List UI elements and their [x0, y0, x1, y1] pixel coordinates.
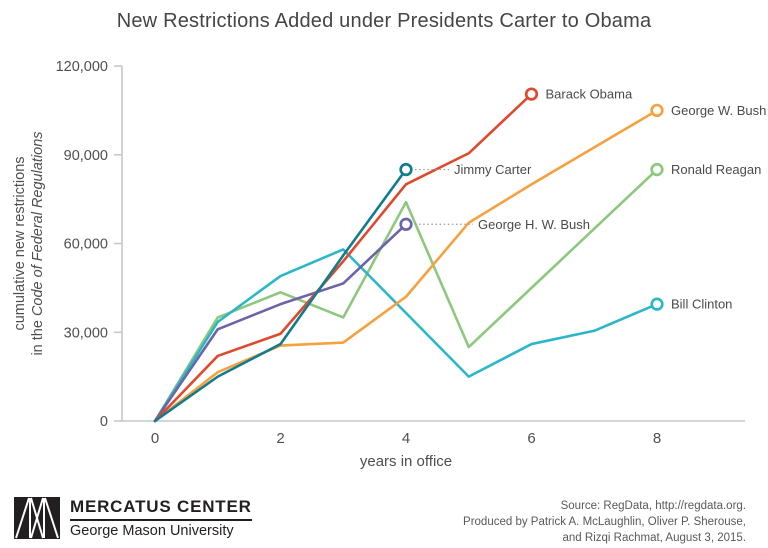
series-line-george-h-w-bush: [153, 222, 408, 423]
y-axis-title-line2: in the Code of Federal Regulations: [30, 131, 46, 355]
series-line-jimmy-carter: [153, 168, 408, 423]
x-tick-label: 4: [402, 430, 410, 447]
x-axis-title: years in office: [360, 453, 452, 470]
series-line-barack-obama: [153, 92, 533, 423]
x-tick-label: 0: [151, 430, 159, 447]
series-endpoint-george-h-w-bush: [399, 217, 413, 231]
x-tick-label: 6: [527, 430, 535, 447]
series-endpoint-ronald-reagan: [650, 162, 664, 177]
series-endpoint-jimmy-carter: [399, 162, 413, 177]
series-label-jimmy-carter: Jimmy Carter: [454, 162, 532, 177]
series-label-bill-clinton: Bill Clinton: [671, 297, 732, 312]
logo-org-name: MERCATUS CENTER: [70, 497, 252, 517]
y-tick-label: 120,000: [56, 59, 108, 75]
series-label-barack-obama: Barack Obama: [546, 87, 633, 102]
mercatus-logo-icon: [14, 497, 60, 539]
series-endpoint-barack-obama: [524, 87, 539, 101]
logo-university-name: George Mason University: [70, 522, 234, 539]
source-line: Source: RegData, http://regdata.org.: [560, 500, 746, 512]
x-tick-label: 2: [276, 430, 284, 447]
source-line: and Rizqi Rachmat, August 3, 2015.: [562, 532, 746, 545]
series-label-ronald-reagan: Ronald Reagan: [671, 162, 761, 177]
mercatus-logo-text: MERCATUS CENTER George Mason University: [70, 497, 252, 539]
source-attribution: Source: RegData, http://regdata.org. Pro…: [463, 498, 746, 546]
series-endpoint-george-w-bush: [650, 103, 664, 118]
y-tick-label: 60,000: [64, 237, 108, 253]
series-label-george-h-w-bush: George H. W. Bush: [478, 217, 590, 232]
y-tick-label: 30,000: [64, 325, 108, 341]
y-tick-label: 90,000: [64, 148, 108, 164]
series-line-bill-clinton: [153, 248, 659, 423]
logo-divider: [70, 519, 252, 521]
y-axis-title-line1: cumulative new restrictions: [12, 156, 28, 330]
series-line-ronald-reagan: [153, 168, 659, 423]
y-tick-label: 0: [100, 414, 108, 430]
source-line: Produced by Patrick A. McLaughlin, Olive…: [463, 516, 746, 529]
series-label-george-w-bush: George W. Bush: [671, 103, 766, 118]
series-endpoint-bill-clinton: [650, 297, 664, 311]
chart-title: New Restrictions Added under Presidents …: [116, 10, 652, 32]
series-line-george-w-bush: [153, 109, 659, 423]
x-tick-label: 8: [653, 430, 661, 447]
mercatus-logo: MERCATUS CENTER George Mason University: [14, 497, 252, 539]
